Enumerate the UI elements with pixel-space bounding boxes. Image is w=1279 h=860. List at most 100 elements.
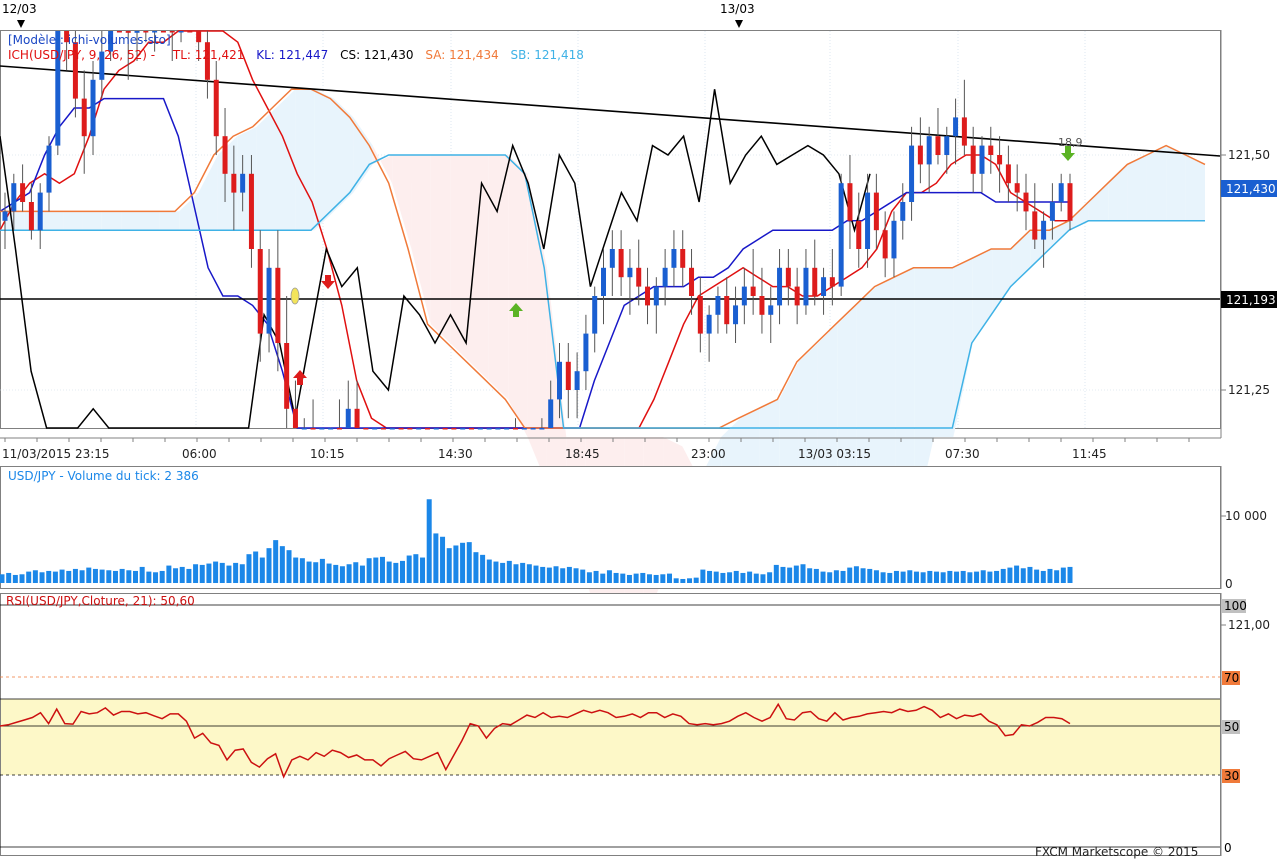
annotation-value: 18,9 xyxy=(1058,136,1083,149)
candle-body xyxy=(829,277,835,287)
volume-bar xyxy=(660,574,666,583)
volume-bar xyxy=(960,570,966,583)
candle-body xyxy=(724,296,730,325)
volume-bar xyxy=(833,570,839,583)
trendline[interactable] xyxy=(0,65,1221,157)
volume-bar xyxy=(1040,570,1046,583)
candle-body xyxy=(160,31,166,33)
cloud-segment xyxy=(508,155,528,437)
candle-body xyxy=(398,428,404,430)
candle-body xyxy=(99,51,105,80)
top-date-marker-icon xyxy=(17,20,25,28)
volume-bars xyxy=(0,499,1226,583)
ichimoku-legend-tl: TL: 121,421 xyxy=(172,48,245,62)
candle-body xyxy=(204,42,210,80)
volume-bar xyxy=(947,570,953,583)
candle-body xyxy=(1014,183,1020,193)
rsi-panel[interactable]: RSI(USD/JPY,Cloture, 21): 50,60 100 70 5… xyxy=(0,593,1247,856)
candle-body xyxy=(416,428,422,430)
volume-bar xyxy=(426,499,432,583)
volume-bar xyxy=(893,570,899,583)
volume-bar xyxy=(767,572,773,583)
candle-body xyxy=(574,371,580,390)
volume-bar xyxy=(687,578,693,583)
volume-bar xyxy=(273,540,279,583)
volume-bar xyxy=(106,570,112,583)
candle-body xyxy=(812,267,818,296)
candle-body xyxy=(865,192,871,249)
candle-body xyxy=(926,136,932,165)
volume-bar xyxy=(827,572,833,583)
top-date-strip: 12/03 13/03 xyxy=(2,2,755,28)
candle-body xyxy=(187,31,193,33)
volume-bar xyxy=(566,566,572,583)
volume-bar xyxy=(1007,567,1013,583)
volume-bar xyxy=(787,567,793,583)
volume-bar xyxy=(326,563,332,583)
sell-arrow-icon xyxy=(321,275,335,289)
volume-bar xyxy=(1027,566,1033,583)
volume-bar xyxy=(92,568,98,583)
volume-bar xyxy=(413,554,419,583)
candle-body xyxy=(125,31,131,33)
volume-bar xyxy=(913,571,919,583)
footer-credit: FXCM Marketscope © 2015 xyxy=(1035,845,1198,859)
volume-bar xyxy=(847,567,853,583)
volume-bar xyxy=(546,567,552,583)
candle-body xyxy=(618,249,624,278)
volume-bar xyxy=(159,570,165,583)
ichimoku-legend-sa: SA: 121,434 xyxy=(425,48,498,62)
candle-body xyxy=(222,136,228,174)
candle-body xyxy=(856,220,862,249)
candle-body xyxy=(944,136,950,155)
price-tick-label: 121,25 xyxy=(1228,383,1270,397)
candle-body xyxy=(1067,183,1073,221)
volume-bar xyxy=(920,572,926,583)
candle-body xyxy=(997,155,1003,165)
volume-bar xyxy=(59,569,65,583)
time-axis[interactable]: 11/03/2015 23:15 06:00 10:15 14:30 18:45… xyxy=(0,437,1221,461)
time-label: 06:00 xyxy=(182,447,217,461)
candle-body xyxy=(380,428,386,430)
volume-bar xyxy=(480,554,486,583)
volume-bar xyxy=(633,573,639,583)
volume-bar xyxy=(186,568,192,583)
cloud-segment xyxy=(353,117,373,193)
volume-bar xyxy=(586,572,592,583)
volume-bar xyxy=(1047,568,1053,583)
volume-bar xyxy=(813,568,819,583)
volume-bar xyxy=(26,571,32,583)
candle-body xyxy=(636,267,642,287)
top-date-label: 12/03 xyxy=(2,2,37,16)
candle-body xyxy=(909,145,915,202)
volume-bar xyxy=(313,562,319,583)
cloud-segment xyxy=(372,145,393,184)
volume-bar xyxy=(927,570,933,583)
volume-tick-label: 10 000 xyxy=(1225,509,1267,523)
candle-body xyxy=(873,192,879,231)
candle-body xyxy=(407,428,413,430)
cloud-segment xyxy=(314,89,335,231)
rsi-tick-label: 30 xyxy=(1224,769,1239,783)
volume-bar xyxy=(66,570,72,583)
price-panel[interactable]: 18,9 [Modèle : ichi-volumes-sto] ICH(USD… xyxy=(0,0,1221,672)
volume-panel[interactable]: USD/JPY - Volume du tick: 2 386 10 000 0 xyxy=(0,466,1267,591)
volume-bar xyxy=(820,571,826,583)
volume-bar xyxy=(987,571,993,583)
candle-body xyxy=(645,286,651,306)
cloud-segment xyxy=(1146,145,1167,221)
cloud-segment xyxy=(450,155,470,362)
volume-bar xyxy=(646,574,652,583)
cloud-segment xyxy=(895,267,915,531)
candle-body xyxy=(1032,211,1038,240)
candle-body xyxy=(336,428,342,430)
candle-body xyxy=(292,408,298,428)
candle-body xyxy=(900,202,906,221)
time-tick-marks xyxy=(4,438,1190,442)
cloud-segment xyxy=(101,211,122,231)
candle-body xyxy=(521,428,527,430)
volume-bar xyxy=(86,567,92,583)
volume-bar xyxy=(980,570,986,583)
